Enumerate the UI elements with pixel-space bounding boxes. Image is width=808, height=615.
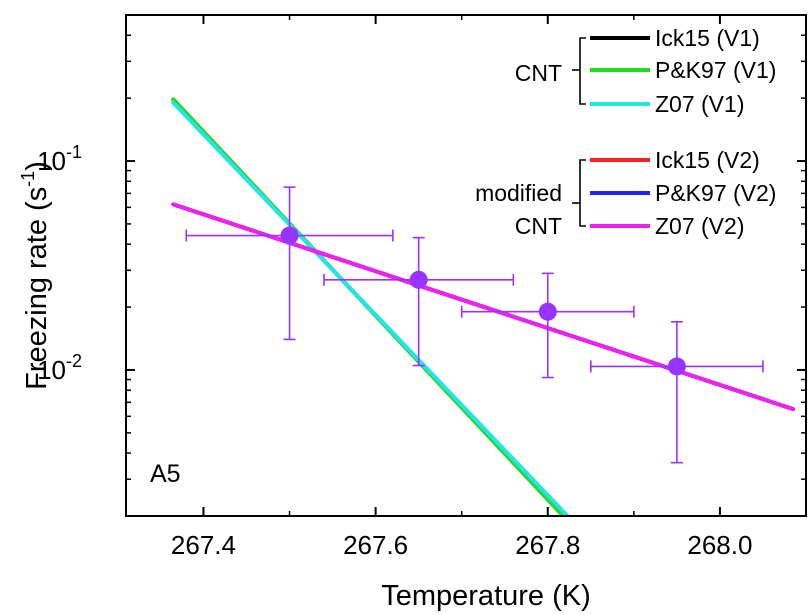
legend-group-1: CNT Ick15 (V1) P&K97 (V1) Z07 (V1) <box>515 25 777 117</box>
series-lines <box>171 97 796 516</box>
y-tick-label: 10-1 <box>37 142 82 176</box>
legend-entry-label: Z07 (V1) <box>655 91 744 117</box>
data-point-4 <box>590 321 764 464</box>
series-line-z07-v1- <box>171 100 570 516</box>
x-tick-label: 267.4 <box>171 530 236 560</box>
y-axis-label-end: ) <box>21 161 53 171</box>
legend-group-label: CNT <box>515 60 562 86</box>
y-tick-base: 10 <box>37 355 66 385</box>
x-tick-label: 267.8 <box>515 530 580 560</box>
legend-entry-label: Ick15 (V2) <box>655 147 760 173</box>
data-points <box>185 186 764 464</box>
legend-entry-label: P&K97 (V1) <box>655 57 776 83</box>
data-marker <box>538 302 557 321</box>
axis-ticks: 267.4 267.6 267.8 268.010-110-2 <box>37 15 806 560</box>
panel-label: A5 <box>150 460 181 488</box>
y-axis-label: Freezing rate (s-1) <box>18 161 53 390</box>
plot-frame <box>125 14 807 517</box>
y-tick-exponent: -1 <box>66 142 82 162</box>
data-point-3 <box>460 272 635 379</box>
legend-entry-label: Z07 (V2) <box>655 213 744 239</box>
x-axis-label: Temperature (K) <box>381 580 591 612</box>
legend-entry-label: Ick15 (V1) <box>655 25 760 51</box>
y-tick-label: 10-2 <box>37 351 82 385</box>
x-tick-label: 267.6 <box>343 530 408 560</box>
data-marker <box>409 270 428 289</box>
data-point-2 <box>323 236 515 367</box>
legend-group-2: modified CNT Ick15 (V2) P&K97 (V2) Z07 (V2) <box>475 147 776 239</box>
legend: CNT Ick15 (V1) P&K97 (V1) Z07 (V1) modified C… <box>475 25 776 239</box>
y-tick-base: 10 <box>37 146 66 176</box>
y-axis-label-main: Freezing rate (s <box>21 187 53 390</box>
legend-bracket <box>579 37 586 105</box>
data-marker <box>667 357 686 376</box>
legend-group-label: modified <box>475 180 562 206</box>
data-marker <box>280 226 299 245</box>
series-line-z07-v2- <box>171 202 796 412</box>
y-axis-label-sup: -1 <box>18 171 38 187</box>
legend-bracket <box>579 159 586 227</box>
data-point-1 <box>185 186 394 341</box>
y-tick-exponent: -2 <box>66 351 82 371</box>
x-tick-label: 268.0 <box>687 530 752 560</box>
legend-entry-label: P&K97 (V2) <box>655 180 776 206</box>
legend-group-label: CNT <box>515 213 562 239</box>
